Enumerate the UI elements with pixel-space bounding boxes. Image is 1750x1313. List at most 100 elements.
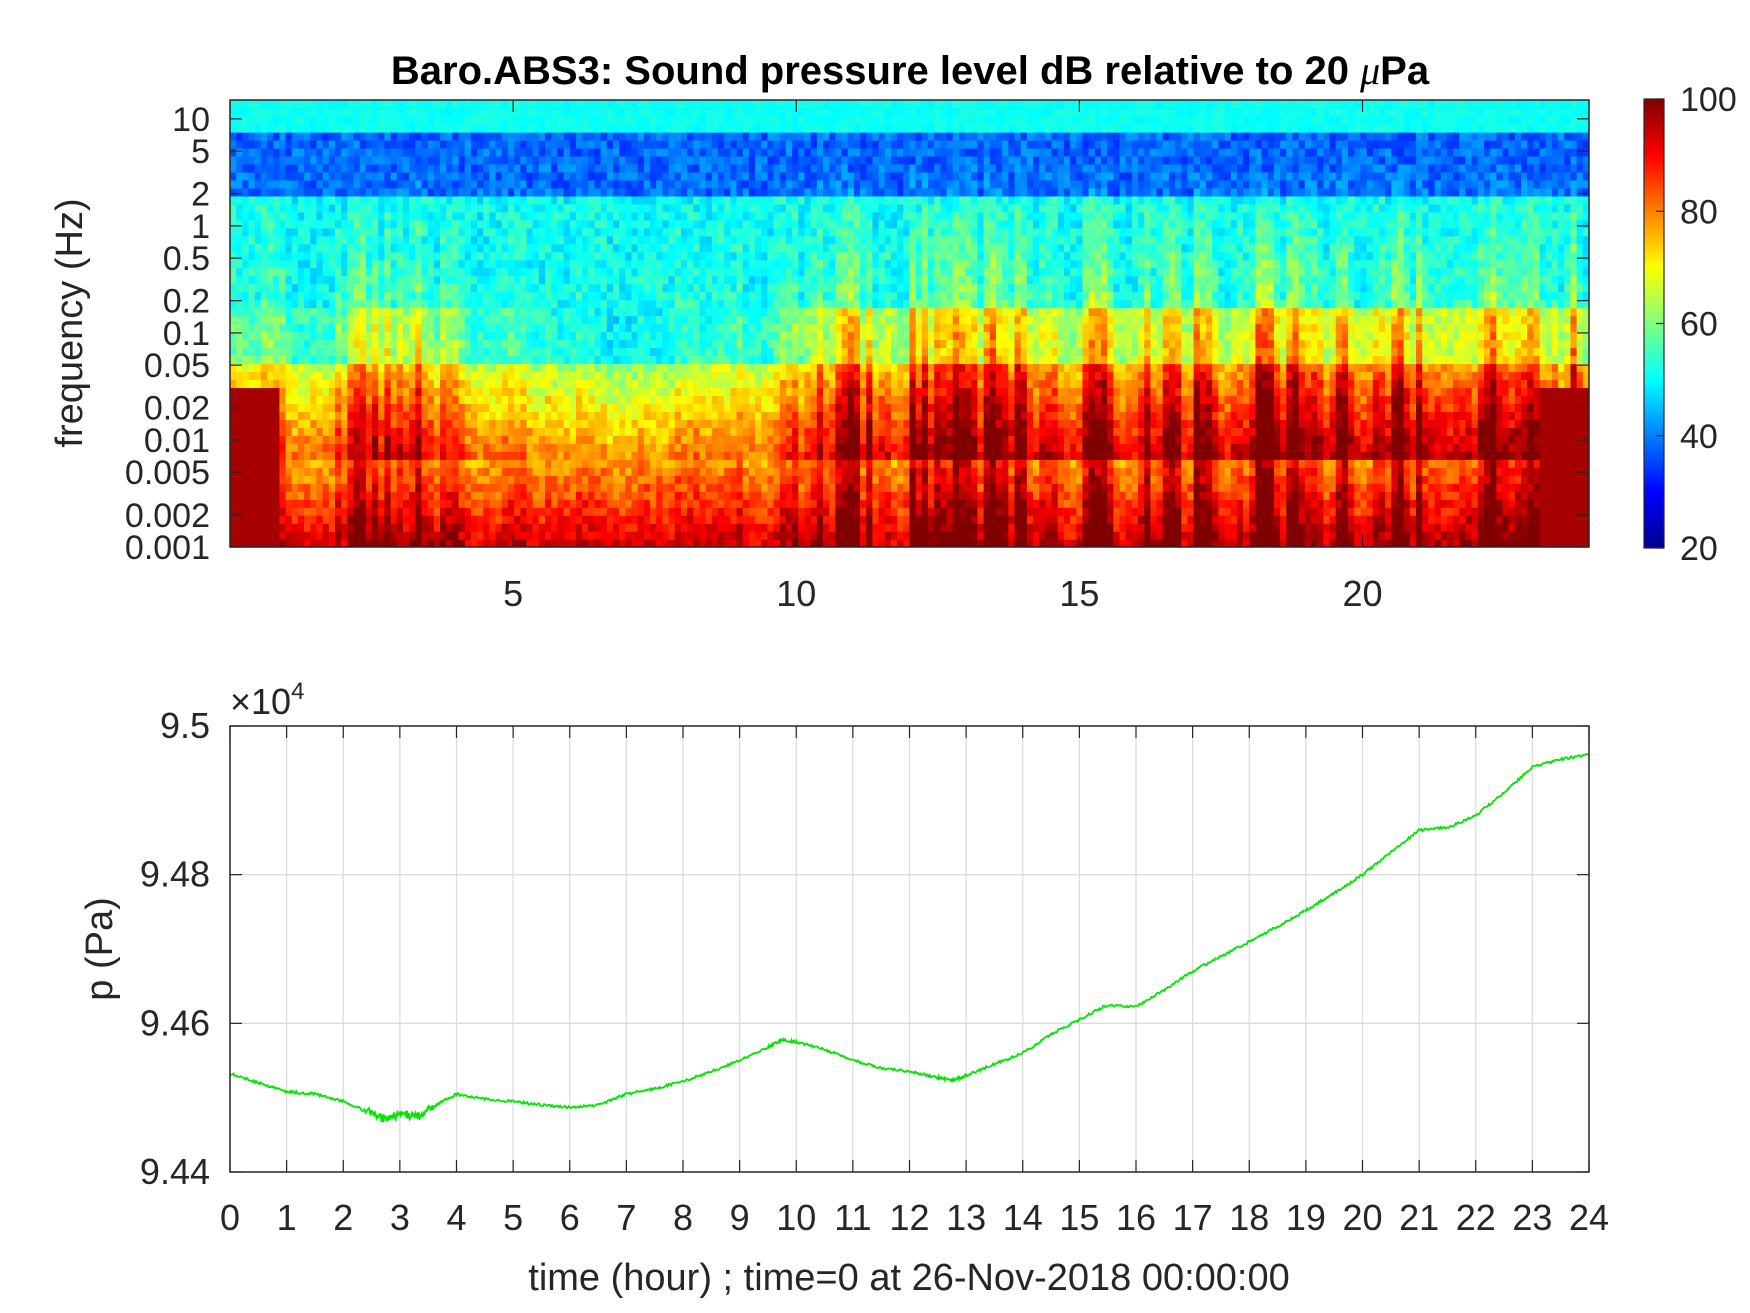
- spectrogram-cell: [520, 483, 528, 492]
- spectrogram-cell: [538, 131, 546, 141]
- spectrogram-cell: [582, 163, 589, 173]
- spectrogram-cell: [755, 515, 762, 524]
- spectrogram-cell: [767, 187, 775, 197]
- spectrogram-cell: [495, 339, 503, 349]
- spectrogram-cell: [600, 443, 608, 452]
- spectrogram-cell: [526, 299, 534, 309]
- spectrogram-cell: [662, 515, 670, 524]
- spectrogram-cell: [254, 243, 262, 253]
- spectrogram-cell: [347, 179, 355, 189]
- spectrogram-cell: [347, 387, 355, 397]
- spectrogram-cell: [699, 219, 707, 229]
- spectrogram-cell: [501, 435, 509, 444]
- spectrogram-cell: [273, 451, 281, 460]
- spectrogram-cell: [248, 171, 256, 181]
- spectrogram-cell: [402, 275, 410, 285]
- spectrogram-cell: [742, 475, 750, 484]
- spectrogram-cell: [755, 195, 762, 205]
- spectrogram-cell: [551, 379, 559, 389]
- spectrogram-cell: [291, 251, 299, 261]
- spectrogram-cell: [267, 459, 274, 468]
- spectrogram-cell: [674, 155, 682, 165]
- spectrogram-cell: [446, 211, 454, 221]
- spectrogram-cell: [569, 459, 577, 468]
- spectrogram-cell: [390, 419, 398, 428]
- spectrogram-cell: [495, 259, 503, 269]
- spectrogram-cell: [260, 267, 268, 277]
- spectrogram-cell: [650, 539, 657, 547]
- spectrogram-cell: [600, 339, 608, 349]
- spectrogram-cell: [427, 299, 435, 309]
- spectrogram-cell: [421, 299, 429, 309]
- spectrogram-cell: [755, 203, 762, 213]
- spectrogram-cell: [254, 507, 262, 516]
- spectrogram-cell: [452, 187, 460, 197]
- spectrogram-cell: [582, 459, 589, 468]
- spectrogram-cell: [421, 483, 429, 492]
- spectrogram-cell: [520, 435, 528, 444]
- spectrogram-cell: [273, 523, 281, 532]
- spectrogram-cell: [643, 531, 651, 540]
- spectrogram-cell: [699, 123, 707, 133]
- spectrogram-cell: [285, 515, 293, 524]
- spectrogram-cell: [755, 307, 762, 317]
- spectrogram-cell: [656, 379, 664, 389]
- spectrogram-cell: [514, 331, 522, 341]
- spectrogram-cell: [495, 115, 503, 125]
- spectrogram-cell: [291, 483, 299, 492]
- spectrogram-cell: [643, 139, 651, 149]
- spectrogram-cell: [304, 235, 312, 245]
- spectrogram-cell: [427, 147, 435, 157]
- spectrogram-cell: [526, 219, 534, 229]
- spectrogram-cell: [341, 411, 349, 420]
- spectrogram-cell: [341, 379, 349, 389]
- spectrogram-cell: [402, 379, 410, 389]
- spectrogram-cell: [384, 427, 392, 436]
- spectrogram-cell: [557, 347, 565, 357]
- spectrogram-cell: [619, 171, 627, 181]
- spectrogram-cell: [594, 211, 602, 221]
- spectrogram-cell: [711, 219, 719, 229]
- spectrogram-cell: [637, 195, 645, 205]
- spectrogram-cell: [606, 387, 614, 397]
- spectrogram-cell: [242, 467, 250, 476]
- spectrogram-cell: [254, 219, 262, 229]
- spectrogram-cell: [304, 163, 312, 173]
- spectrogram-cell: [650, 331, 657, 341]
- spectrogram-cell: [483, 275, 491, 285]
- spectrogram-cell: [236, 355, 244, 365]
- spectrogram-cell: [693, 251, 701, 261]
- spectrogram-cell: [662, 203, 670, 213]
- spectrogram-cell: [291, 163, 299, 173]
- spectrogram-cell: [427, 275, 435, 285]
- spectrogram-cell: [656, 499, 664, 508]
- spectrogram-cell: [452, 379, 460, 389]
- spectrogram-cell: [267, 475, 274, 484]
- spectrogram-cell: [396, 339, 404, 349]
- spectrogram-cell: [279, 395, 287, 405]
- spectrogram-cell: [742, 491, 750, 500]
- spectrogram-cell: [316, 171, 324, 181]
- spectrogram-cell: [575, 267, 583, 277]
- spectrogram-cell: [643, 219, 651, 229]
- spectrogram-cell: [477, 355, 484, 365]
- spectrogram-cell: [440, 139, 447, 149]
- spectrogram-cell: [545, 211, 552, 221]
- spectrogram-cell: [526, 355, 534, 365]
- spectrogram-cell: [495, 347, 503, 357]
- spectrogram-cell: [736, 499, 744, 508]
- spectrogram-cell: [755, 107, 762, 117]
- spectrogram-cell: [742, 267, 750, 277]
- spectrogram-cell: [452, 467, 460, 476]
- spectrogram-cell: [396, 251, 404, 261]
- spectrogram-cell: [637, 323, 645, 333]
- spectrogram-cell: [470, 100, 478, 109]
- spectrogram-cell: [470, 219, 478, 229]
- spectrogram-cell: [242, 387, 250, 397]
- spectrogram-cell: [452, 323, 460, 333]
- spectrogram-cell: [372, 211, 379, 221]
- spectrogram-cell: [279, 323, 287, 333]
- spectrogram-cell: [773, 419, 781, 428]
- spectrogram-cell: [328, 531, 336, 540]
- spectrogram-cell: [254, 475, 262, 484]
